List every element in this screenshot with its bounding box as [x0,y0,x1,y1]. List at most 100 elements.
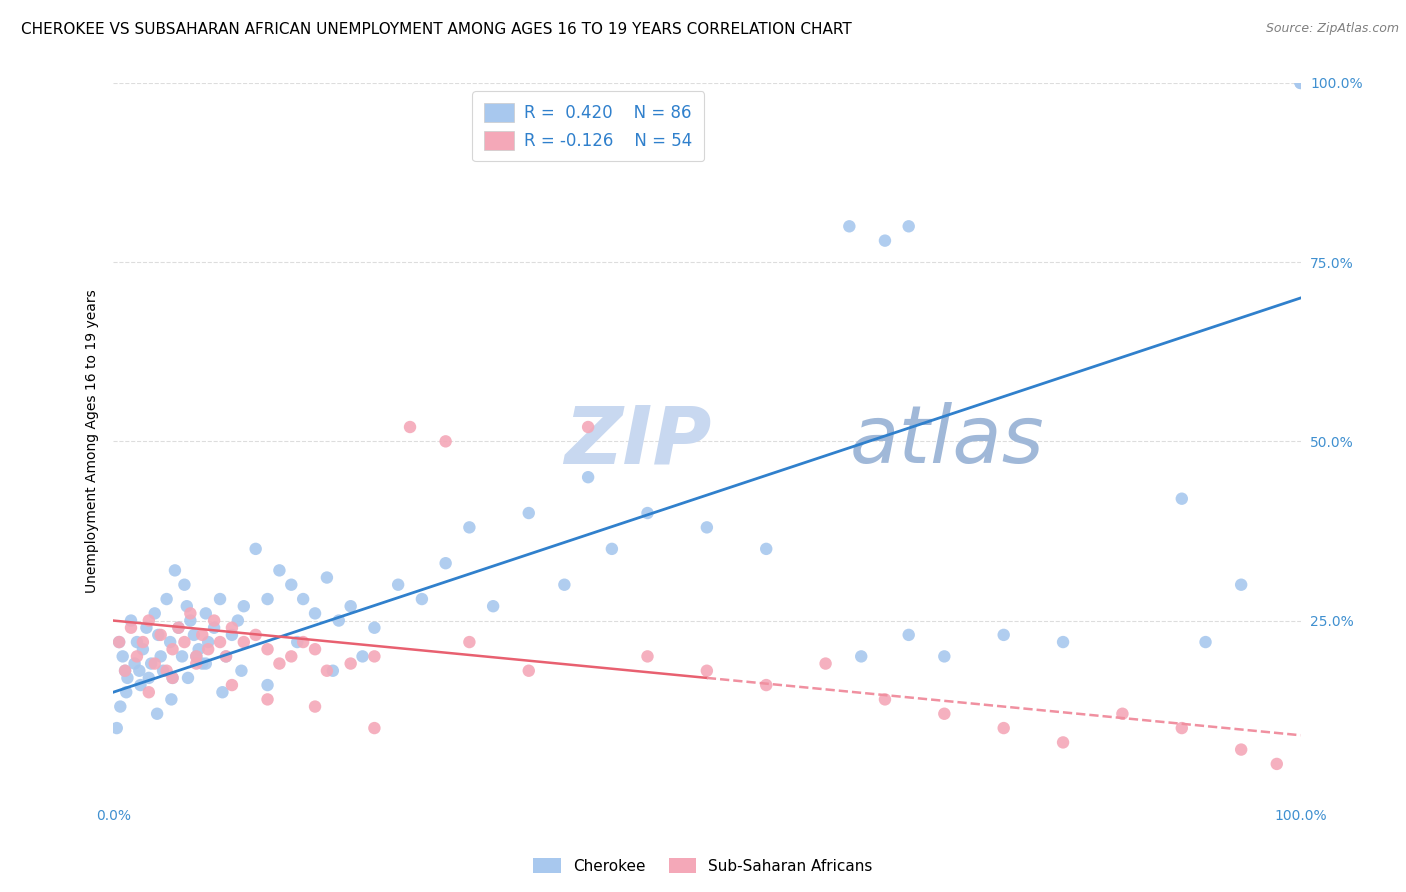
Point [316,570,339,584]
Point [1289,76,1312,90]
Point [304,642,326,657]
Point [1230,578,1253,592]
Point [143,657,166,671]
Point [149,628,172,642]
Point [156,664,179,678]
Point [221,628,243,642]
Point [292,592,315,607]
Point [159,635,181,649]
Point [111,649,134,664]
Point [934,706,956,721]
Point [135,621,157,635]
Point [170,649,193,664]
Point [1194,635,1216,649]
Point [114,664,136,678]
Point [1265,756,1288,771]
Point [162,671,184,685]
Point [458,635,481,649]
Point [1052,735,1074,749]
Point [696,520,718,534]
Point [576,470,599,484]
Point [696,664,718,678]
Point [125,649,148,664]
Point [221,678,243,692]
Point [637,649,659,664]
Point [517,506,540,520]
Text: atlas: atlas [849,402,1045,481]
Point [163,563,186,577]
Point [221,621,243,635]
Point [187,642,209,657]
Point [176,599,198,614]
Point [179,614,201,628]
Point [232,599,254,614]
Point [108,635,131,649]
Point [138,614,160,628]
Point [256,692,278,706]
Point [186,657,208,671]
Point [993,628,1015,642]
Point [186,649,208,664]
Legend: Cherokee, Sub-Saharan Africans: Cherokee, Sub-Saharan Africans [527,852,879,880]
Text: CHEROKEE VS SUBSAHARAN AFRICAN UNEMPLOYMENT AMONG AGES 16 TO 19 YEARS CORRELATIO: CHEROKEE VS SUBSAHARAN AFRICAN UNEMPLOYM… [21,22,852,37]
Point [143,607,166,621]
Point [202,614,225,628]
Point [411,592,433,607]
Point [162,642,184,657]
Point [128,664,150,678]
Point [120,621,142,635]
Point [162,671,184,685]
Point [194,607,217,621]
Point [434,434,457,449]
Point [146,706,169,721]
Point [304,607,326,621]
Point [232,635,254,649]
Point [183,628,205,642]
Point [191,657,214,671]
Point [160,692,183,706]
Point [202,621,225,635]
Point [838,219,860,234]
Point [851,649,873,664]
Point [124,657,146,671]
Point [173,578,195,592]
Point [269,657,291,671]
Point [256,678,278,692]
Point [177,671,200,685]
Point [517,664,540,678]
Point [125,635,148,649]
Point [1230,742,1253,756]
Legend: R =  0.420    N = 86, R = -0.126    N = 54: R = 0.420 N = 86, R = -0.126 N = 54 [472,91,704,161]
Text: ZIP: ZIP [564,402,711,481]
Point [245,628,267,642]
Point [269,563,291,577]
Point [138,671,160,685]
Point [173,635,195,649]
Point [1111,706,1133,721]
Point [576,420,599,434]
Point [1171,721,1194,735]
Point [191,628,214,642]
Point [256,642,278,657]
Point [434,556,457,570]
Point [194,657,217,671]
Point [897,219,920,234]
Point [328,614,350,628]
Point [211,685,233,699]
Point [600,541,623,556]
Point [209,592,232,607]
Point [755,541,778,556]
Point [339,657,361,671]
Point [152,664,174,678]
Point [197,642,219,657]
Point [814,657,837,671]
Point [105,721,128,735]
Point [363,621,385,635]
Point [1052,635,1074,649]
Point [285,635,308,649]
Point [209,635,232,649]
Point [156,592,179,607]
Point [934,649,956,664]
Point [292,635,315,649]
Point [215,649,238,664]
